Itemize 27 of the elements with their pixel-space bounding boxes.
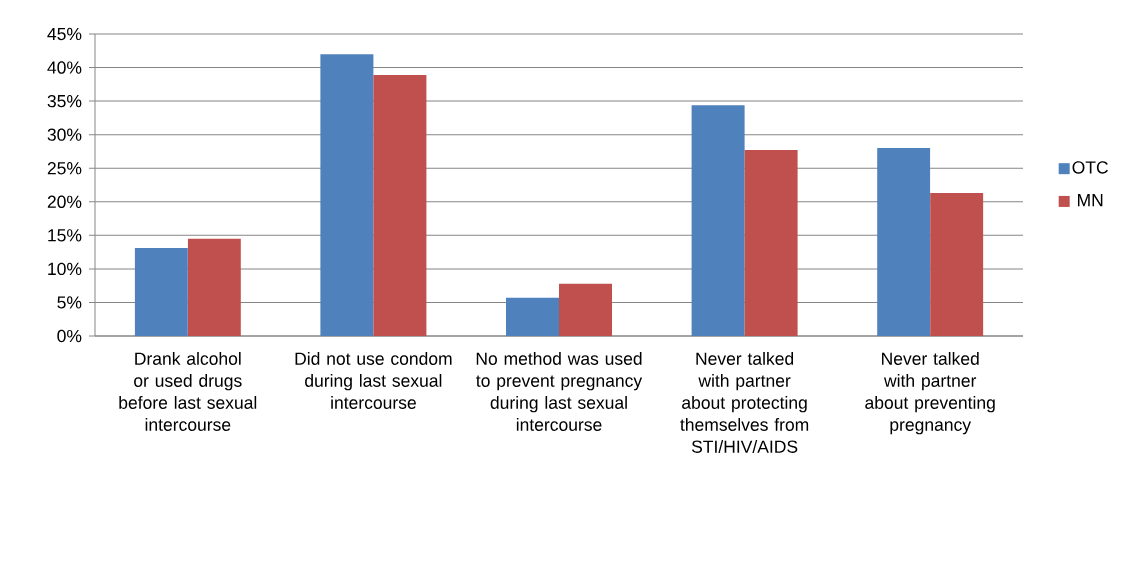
legend-label: OTC (1072, 161, 1108, 174)
y-tick-label: 15% (48, 229, 82, 242)
y-tick-label: 30% (47, 128, 82, 141)
bar (691, 105, 745, 336)
bar (559, 283, 612, 336)
x-tick-label: Did not use condom during last sexual intercourse (295, 352, 452, 409)
x-tick-label: Never talked with partner about preventing pregnancy (865, 352, 995, 435)
bar (320, 54, 374, 336)
y-tick-label: 25% (47, 162, 82, 175)
x-tick-label: Drank alcohol or used drugs before last sexual intercourse (119, 352, 257, 431)
y-tick-label: 35% (47, 94, 82, 108)
bar (506, 297, 559, 336)
bar (373, 74, 427, 336)
bar (744, 150, 798, 336)
x-tick-label: No method was used to prevent pregnancy during last sexual intercourse (476, 352, 643, 431)
y-tick-label: 45% (47, 27, 82, 41)
y-tick-label: 5% (57, 296, 82, 309)
x-tick-label: Never talked with partner about protecting themselves from STI/HIV/AIDS (680, 352, 809, 453)
y-tick-label: 0% (57, 329, 82, 343)
bar (187, 238, 241, 336)
bar (877, 148, 931, 336)
y-tick-label: 40% (47, 61, 82, 74)
bar (134, 248, 188, 336)
y-tick-label: 20% (47, 195, 82, 208)
y-tick-label: 10% (48, 262, 82, 276)
legend-label: MN (1077, 194, 1103, 207)
bar (930, 193, 984, 336)
